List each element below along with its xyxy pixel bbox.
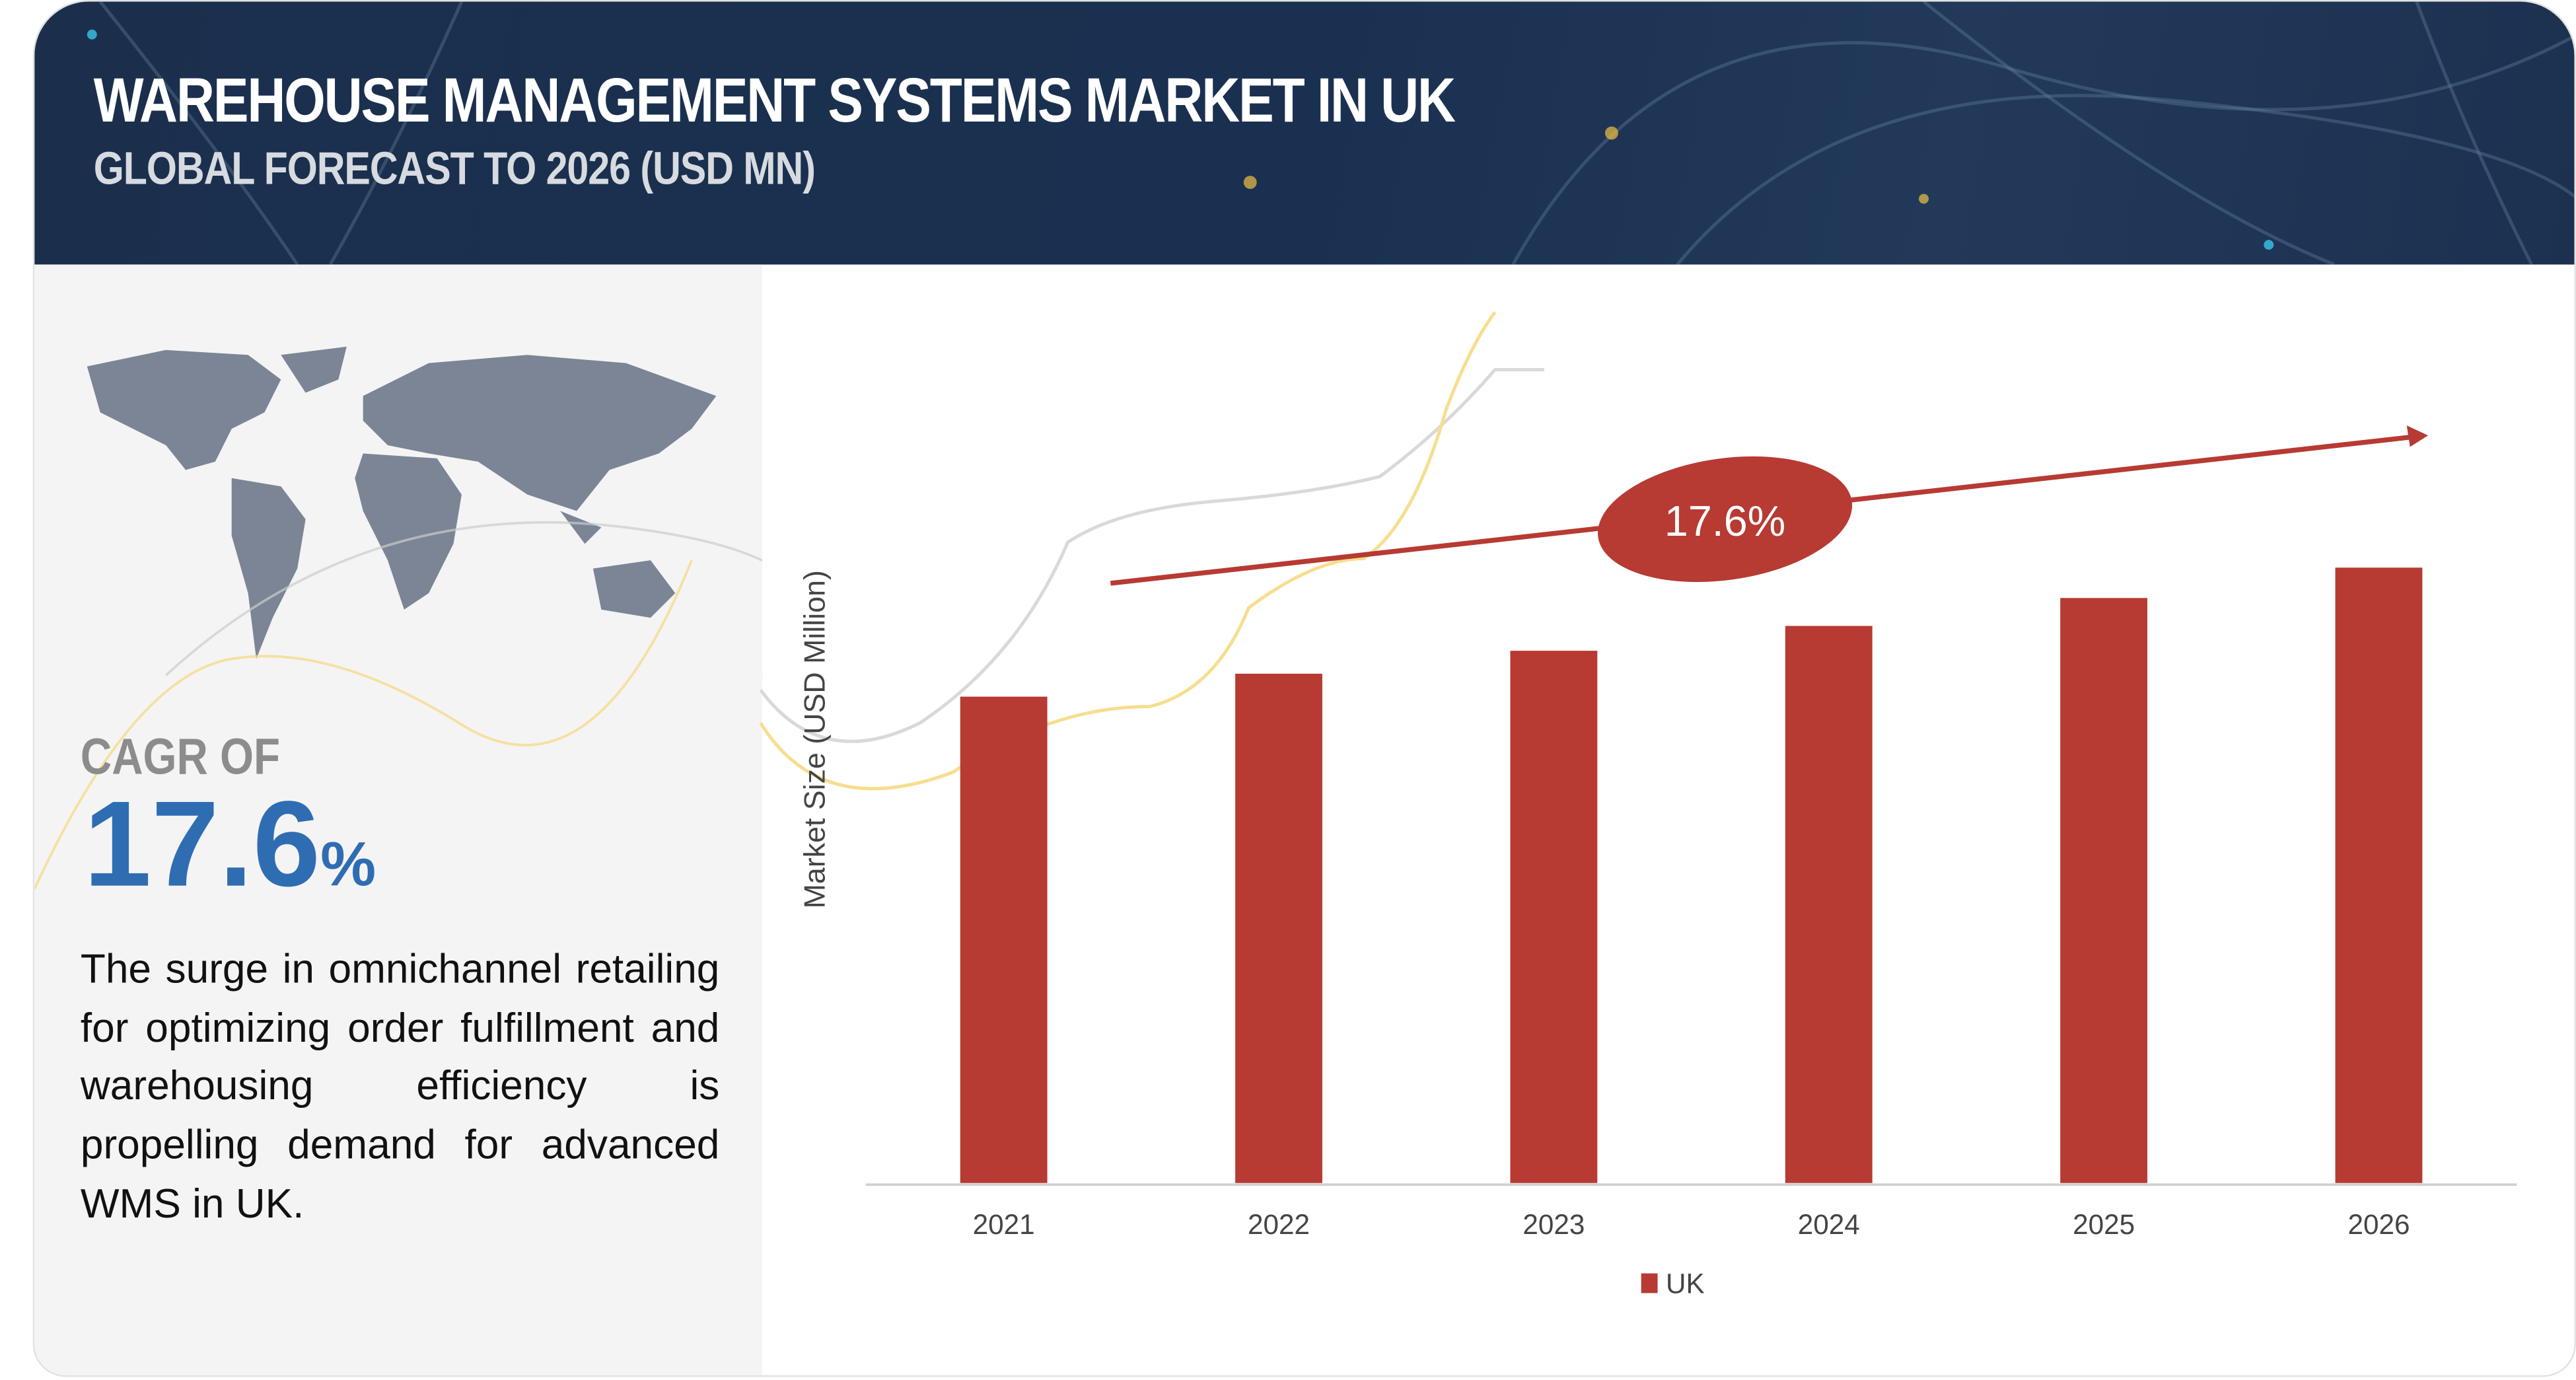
header-banner: WAREHOUSE MANAGEMENT SYSTEMS MARKET IN U…: [34, 1, 2575, 265]
bar-2025: [2060, 598, 2148, 1183]
x-tick-label: 2024: [1798, 1209, 1860, 1240]
x-tick-label: 2022: [1248, 1209, 1310, 1240]
x-tick-label: 2021: [973, 1209, 1035, 1240]
cagr-badge-text: 17.6%: [1664, 497, 1785, 545]
bar-2022: [1235, 673, 1322, 1183]
page-title: WAREHOUSE MANAGEMENT SYSTEMS MARKET IN U…: [93, 67, 1456, 137]
cagr-percent: %: [320, 831, 376, 900]
cagr-value: 17.6%: [84, 774, 376, 913]
bar-2026: [2335, 567, 2423, 1183]
world-map-icon: [34, 346, 763, 890]
growth-arrow-head: [2406, 425, 2429, 447]
infographic-card: WAREHOUSE MANAGEMENT SYSTEMS MARKET IN U…: [32, 0, 2576, 1377]
decorative-gray-curve: [759, 368, 1544, 743]
description-text: The surge in omnichannel retailing for o…: [80, 946, 720, 1227]
cagr-number: 17.6: [83, 775, 321, 912]
page-subtitle: GLOBAL FORECAST TO 2026 (USD MN): [93, 143, 816, 194]
cagr-badge: [1598, 456, 1853, 583]
legend-label-uk: UK: [1666, 1268, 1705, 1299]
bar-2024: [1785, 626, 1873, 1183]
cagr-label: CAGR OF: [80, 727, 281, 785]
x-tick-label: 2026: [2347, 1209, 2410, 1240]
x-tick-label: 2025: [2073, 1209, 2135, 1240]
left-panel: CAGR OF 17.6% The surge in omnichannel r…: [34, 264, 763, 1375]
legend-swatch-uk: [1641, 1273, 1658, 1293]
x-tick-label: 2023: [1522, 1209, 1585, 1240]
y-axis-label: Market Size (USD Million): [799, 570, 832, 908]
decorative-yellow-curve: [759, 311, 1497, 791]
bar-2023: [1510, 651, 1598, 1183]
bar-2021: [960, 696, 1048, 1183]
header-background-lines: [87, 1, 2575, 265]
